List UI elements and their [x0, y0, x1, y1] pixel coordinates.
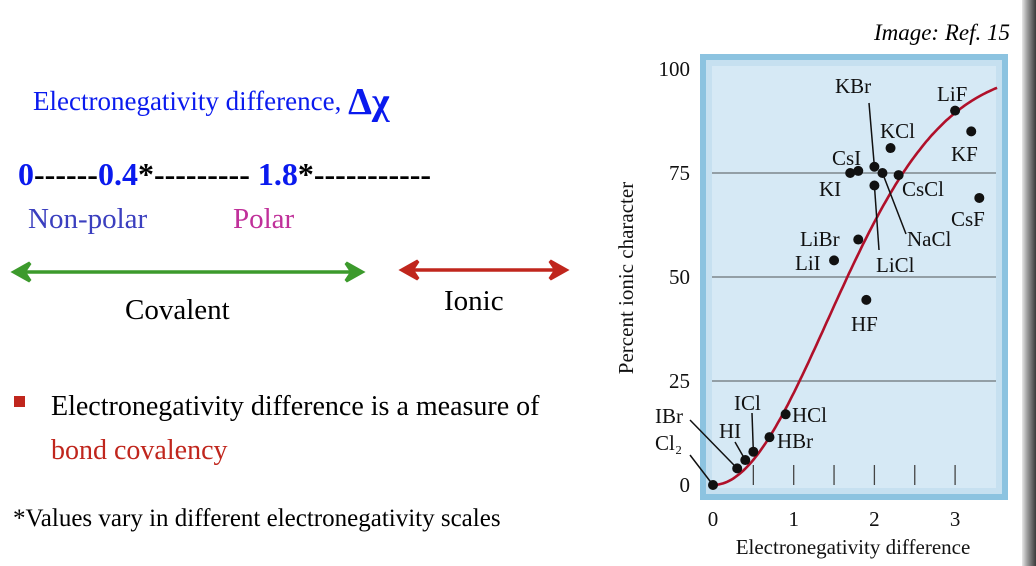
- scale-dashes: *---------: [137, 156, 258, 192]
- bullet-text-main: Electronegativity difference is a measur…: [51, 391, 540, 422]
- point-label: IBr: [655, 404, 683, 428]
- data-point-LiBr: [853, 234, 864, 245]
- covalent-label: Covalent: [125, 294, 230, 326]
- data-point-HF: [861, 294, 872, 305]
- data-point-HBr: [764, 432, 775, 443]
- data-point-LiI: [829, 255, 840, 266]
- data-point-LiF: [950, 105, 961, 116]
- point-label: KF: [951, 142, 978, 166]
- point-label: HI: [719, 419, 741, 443]
- leader-line: [751, 412, 755, 452]
- data-point-KCl: [885, 143, 896, 154]
- y-axis-title: Percent ionic character: [614, 182, 638, 374]
- data-point-KBr: [869, 161, 880, 172]
- x-axis-title: Electronegativity difference: [736, 535, 971, 559]
- leader-line: [689, 419, 738, 469]
- point-label: Cl₂: [655, 431, 682, 455]
- scale-dashes: *-----------: [297, 156, 432, 192]
- data-point-KI: [845, 168, 856, 178]
- scale-dashes: ------: [34, 156, 98, 192]
- leader-line: [868, 102, 876, 167]
- image-credit: Image: Ref. 15: [873, 20, 1010, 45]
- heading-text: Electronegativity difference,: [33, 86, 349, 116]
- data-point-Cl₂: [708, 480, 718, 490]
- bullet-highlight: bond covalency: [51, 435, 228, 466]
- point-label: KCl: [880, 119, 915, 143]
- data-point-NaCl: [877, 168, 888, 178]
- point-label: LiF: [937, 82, 967, 106]
- nonpolar-label: Non-polar: [28, 203, 148, 235]
- leader-line: [873, 185, 880, 251]
- point-label: KBr: [835, 74, 871, 98]
- bullet-text: Electronegativity difference is a measur…: [51, 385, 591, 473]
- delta-chi-symbol: Δχ: [348, 81, 390, 123]
- point-label: CsF: [951, 207, 985, 231]
- bond-type-arrows: [10, 259, 570, 283]
- ionic-label: Ionic: [444, 285, 504, 317]
- x-tick-label: 1: [788, 507, 799, 531]
- data-point-HCl: [780, 409, 791, 420]
- data-point-LiCl: [869, 180, 880, 191]
- leader-line: [689, 454, 714, 486]
- point-label: CsCl: [902, 177, 944, 201]
- y-tick-label: 0: [680, 473, 691, 497]
- point-label: KI: [819, 177, 841, 201]
- scale-value-0-4: 0.4: [97, 156, 138, 192]
- data-point-HI: [740, 455, 751, 466]
- data-point-CsI: [853, 165, 864, 176]
- data-point-IBr: [732, 463, 743, 474]
- point-label: HBr: [777, 429, 813, 453]
- slide-edge: [1022, 0, 1036, 566]
- point-label: CsI: [832, 146, 861, 170]
- bullet-icon: [14, 396, 25, 407]
- footnote: *Values vary in different electronegativ…: [13, 505, 501, 532]
- point-label: HCl: [792, 403, 827, 427]
- leader-line: [881, 172, 907, 235]
- data-point-ICl: [748, 446, 759, 457]
- ionic-arrow: [398, 259, 570, 281]
- scale-value-1-8: 1.8: [257, 156, 298, 192]
- y-tick-label: 100: [659, 57, 691, 81]
- point-label: HF: [851, 312, 878, 336]
- y-tick-label: 50: [669, 265, 690, 289]
- data-point-KF: [966, 126, 977, 137]
- point-label: NaCl: [907, 227, 951, 251]
- polar-label: Polar: [233, 203, 295, 235]
- point-label: ICl: [734, 391, 761, 415]
- covalent-arrow: [10, 261, 366, 283]
- point-label: LiCl: [876, 253, 915, 277]
- scale-value-0: 0: [18, 156, 34, 192]
- point-label: LiBr: [800, 227, 840, 251]
- data-point-CsCl: [893, 170, 904, 181]
- y-tick-label: 75: [669, 161, 690, 185]
- fit-curve: [712, 86, 998, 487]
- x-tick-label: 2: [869, 507, 880, 531]
- en-scale: 0------0.4*--------- 1.8*-----------: [18, 156, 431, 193]
- x-tick-label: 3: [950, 507, 961, 531]
- data-point-CsF: [974, 192, 985, 203]
- y-tick-label: 25: [669, 369, 690, 393]
- point-label: LiI: [795, 251, 821, 275]
- heading: Electronegativity difference, Δχ: [33, 76, 390, 123]
- x-tick-label: 0: [708, 507, 719, 531]
